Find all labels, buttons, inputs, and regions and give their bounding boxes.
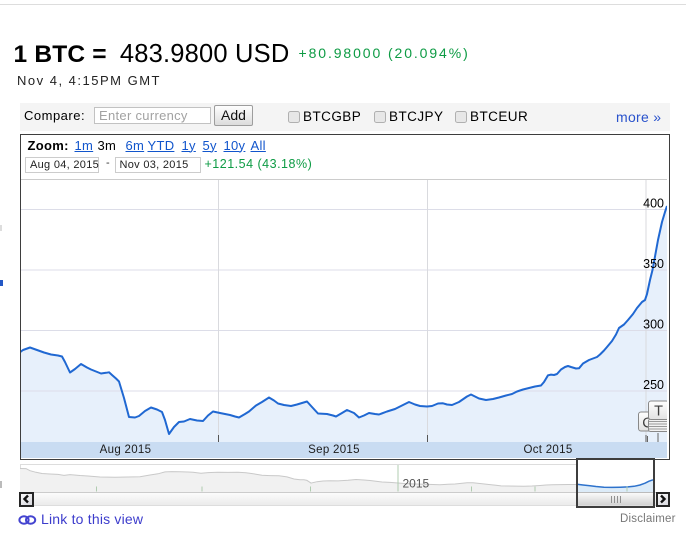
svg-text:Aug 2015: Aug 2015 bbox=[100, 444, 152, 456]
svg-text:350: 350 bbox=[643, 257, 664, 271]
svg-text:Sep 2015: Sep 2015 bbox=[308, 444, 360, 456]
svg-text:Oct 2015: Oct 2015 bbox=[523, 444, 572, 456]
svg-text:250: 250 bbox=[643, 378, 664, 392]
svg-text:T: T bbox=[654, 403, 663, 419]
svg-text:C: C bbox=[642, 415, 652, 431]
svg-text:300: 300 bbox=[643, 317, 664, 331]
svg-text:400: 400 bbox=[643, 196, 664, 210]
svg-text:2015: 2015 bbox=[403, 477, 430, 491]
